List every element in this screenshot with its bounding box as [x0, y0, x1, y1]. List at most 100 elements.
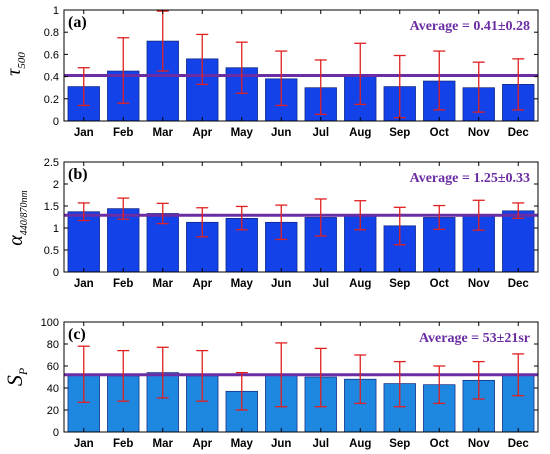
y-tick-label: 80 [47, 339, 59, 351]
error-bar-mar [156, 346, 169, 399]
error-bar-feb [117, 197, 130, 220]
x-tick-label: Jun [271, 278, 291, 290]
y-tick-label: 1.5 [44, 201, 59, 213]
panel-label: (c) [68, 326, 86, 343]
plot-frame [63, 321, 539, 433]
error-bar-oct [433, 204, 446, 230]
x-tick-label: Jan [74, 278, 94, 290]
x-tick-label: Dec [508, 127, 530, 139]
error-bar-dec [512, 353, 525, 397]
error-bar-jun [275, 342, 288, 408]
error-bar-jan [77, 345, 90, 403]
y-axis-label: SP [2, 367, 30, 386]
chart-panel-1: 0 0.2 0.4 0.6 0.8 1 Jan Feb Mar Apr May Jun Jul Aug Se… [3, 5, 539, 139]
error-bar-sep [393, 206, 406, 246]
y-axis-label-subscript: P [16, 367, 30, 376]
y-tick-label: 20 [47, 405, 59, 417]
x-tick-label: Sep [389, 278, 410, 290]
error-bar-aug [354, 42, 367, 105]
x-tick-label: Dec [508, 438, 530, 450]
y-axis-label-main: S [2, 375, 27, 386]
error-bar-jul [314, 347, 327, 408]
error-bar-feb [117, 37, 130, 104]
x-tick-label: Nov [468, 127, 490, 139]
error-bar-jan [77, 202, 90, 222]
x-tick-label: May [231, 438, 254, 450]
y-axis-label-main: τ [3, 68, 25, 76]
chart-panel-2: 0 0.5 1 1.5 2 2.5 Jan Feb Mar Apr May Jun Jul Aug Sep O… [5, 157, 539, 290]
x-tick-label: May [231, 127, 254, 139]
y-axis-label-subscript: 440/870nm [19, 190, 30, 235]
y-tick-label: 0.4 [44, 72, 59, 84]
x-tick-label: Sep [389, 438, 410, 450]
error-bar-may [235, 205, 248, 231]
x-tick-label: Jul [312, 127, 329, 139]
error-bar-oct [433, 365, 446, 405]
x-tick-label: Nov [468, 438, 490, 450]
bar-dec [502, 210, 535, 273]
average-annotation: Average = 53±21sr [419, 331, 530, 346]
x-tick-label: Feb [113, 127, 133, 139]
x-tick-label: May [231, 278, 254, 290]
y-axis-label: τ500 [3, 52, 28, 76]
error-bar-dec [512, 202, 525, 219]
error-bar-feb [117, 349, 130, 402]
x-tick-label: Apr [192, 127, 212, 139]
x-tick-label: Mar [153, 278, 174, 290]
error-bar-sep [393, 360, 406, 408]
error-bar-nov [472, 61, 485, 113]
x-tick-label: Apr [192, 278, 212, 290]
x-tick-label: Feb [113, 438, 133, 450]
y-tick-label: 0 [53, 116, 59, 128]
panel-label: (b) [68, 166, 88, 183]
error-bar-may [235, 371, 248, 411]
y-axis-label-main: α [5, 235, 27, 246]
error-bar-nov [472, 199, 485, 231]
y-tick-label: 0.8 [44, 27, 59, 39]
x-tick-label: Jun [271, 438, 291, 450]
chart-panel-3: 0 20 40 60 80 100 Jan Feb Mar Apr May Jun Jul Aug Sep O… [2, 317, 539, 450]
y-tick-label: 0 [53, 427, 59, 439]
error-bar-jul [314, 59, 327, 115]
x-tick-label: Jun [271, 127, 291, 139]
x-tick-label: Oct [430, 438, 449, 450]
y-tick-label: 40 [47, 383, 59, 395]
error-bar-mar [156, 202, 169, 225]
error-bar-jun [275, 204, 288, 241]
error-bar-apr [196, 33, 209, 86]
x-tick-label: Jan [74, 127, 94, 139]
y-tick-label: 0.2 [44, 94, 59, 106]
bar-jan [67, 211, 100, 273]
average-annotation: Average = 0.41±0.28 [410, 19, 530, 34]
error-bar-dec [512, 58, 525, 111]
x-tick-label: Nov [468, 278, 490, 290]
error-bar-oct [433, 50, 446, 111]
error-bar-aug [354, 200, 367, 231]
y-tick-label: 2.5 [44, 157, 59, 169]
x-tick-label: Mar [153, 127, 174, 139]
x-tick-label: Jul [312, 278, 329, 290]
panel-label: (a) [68, 14, 87, 31]
y-tick-label: 0.5 [44, 245, 59, 257]
average-annotation: Average = 1.25±0.33 [410, 171, 530, 186]
bar-mar [146, 372, 179, 433]
y-tick-label: 1 [53, 223, 59, 235]
y-tick-label: 2 [53, 179, 59, 191]
error-bar-nov [472, 360, 485, 400]
x-tick-label: Sep [389, 127, 410, 139]
y-tick-label: 0 [53, 267, 59, 279]
x-tick-label: Oct [430, 127, 449, 139]
bar-apr [186, 58, 219, 122]
x-tick-label: Aug [349, 438, 371, 450]
y-tick-label: 60 [47, 361, 59, 373]
x-tick-label: Dec [508, 278, 530, 290]
error-bar-jul [314, 198, 327, 237]
y-axis-label-subscript: 500 [16, 52, 28, 69]
x-tick-label: Jul [312, 438, 329, 450]
y-tick-label: 0.6 [44, 49, 59, 61]
x-tick-label: Oct [430, 278, 449, 290]
plot-frame [63, 161, 539, 273]
error-bar-may [235, 41, 248, 94]
y-axis-label: α440/870nm [5, 190, 30, 246]
